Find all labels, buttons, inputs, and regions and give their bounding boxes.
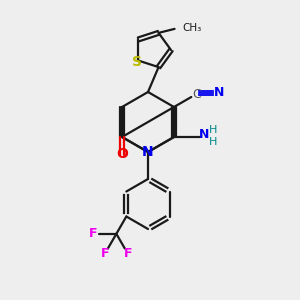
Text: CH₃: CH₃ xyxy=(183,23,202,33)
Text: C: C xyxy=(192,88,201,100)
Text: O: O xyxy=(116,147,128,161)
Text: H: H xyxy=(209,137,217,147)
Text: H: H xyxy=(209,125,217,135)
Text: N: N xyxy=(199,128,209,142)
Text: N: N xyxy=(214,86,224,100)
Text: S: S xyxy=(132,55,142,69)
Text: F: F xyxy=(100,247,109,260)
Text: N: N xyxy=(142,145,154,159)
Text: F: F xyxy=(124,247,132,260)
Text: F: F xyxy=(89,227,98,240)
